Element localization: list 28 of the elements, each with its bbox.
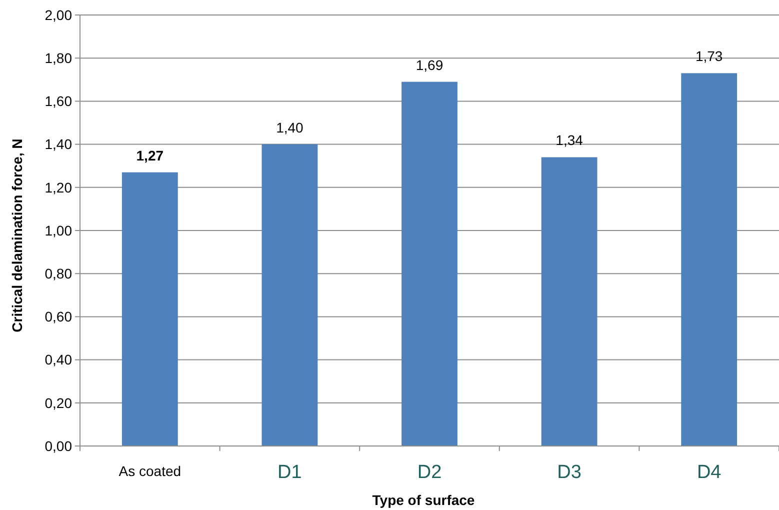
- y-tick-label: 0,60: [44, 308, 72, 325]
- x-tick-label: D4: [696, 462, 722, 483]
- x-axis-title: Type of surface: [372, 492, 475, 508]
- x-tick-label: D1: [278, 462, 302, 483]
- y-tick-label: 1,60: [44, 93, 72, 110]
- y-tick-label: 1,20: [44, 179, 72, 196]
- bar: [122, 172, 178, 446]
- y-tick-label: 1,80: [44, 50, 72, 66]
- y-axis-title: Critical delamination force, N: [9, 138, 25, 332]
- y-tick-label: 0,00: [44, 438, 72, 454]
- x-tick-label: As coated: [118, 463, 182, 479]
- x-tick-label: D2: [417, 462, 442, 483]
- data-label: 1,40: [276, 119, 304, 136]
- data-label: 1,34: [556, 132, 584, 148]
- y-tick-label: 2,00: [44, 6, 72, 23]
- y-tick-label: 1,40: [44, 136, 72, 152]
- data-label: 1,27: [136, 147, 164, 164]
- data-label: 1,69: [416, 56, 444, 73]
- bar: [262, 144, 318, 446]
- data-label: 1,73: [695, 48, 723, 64]
- y-tick-label: 0,80: [44, 266, 72, 282]
- y-tick-label: 1,00: [44, 222, 72, 238]
- bar: [541, 157, 598, 446]
- y-tick-label: 0,40: [44, 352, 72, 368]
- bar: [681, 73, 738, 446]
- y-tick-label: 0,20: [44, 394, 72, 411]
- x-tick-label: D3: [557, 462, 582, 483]
- bar: [402, 82, 458, 446]
